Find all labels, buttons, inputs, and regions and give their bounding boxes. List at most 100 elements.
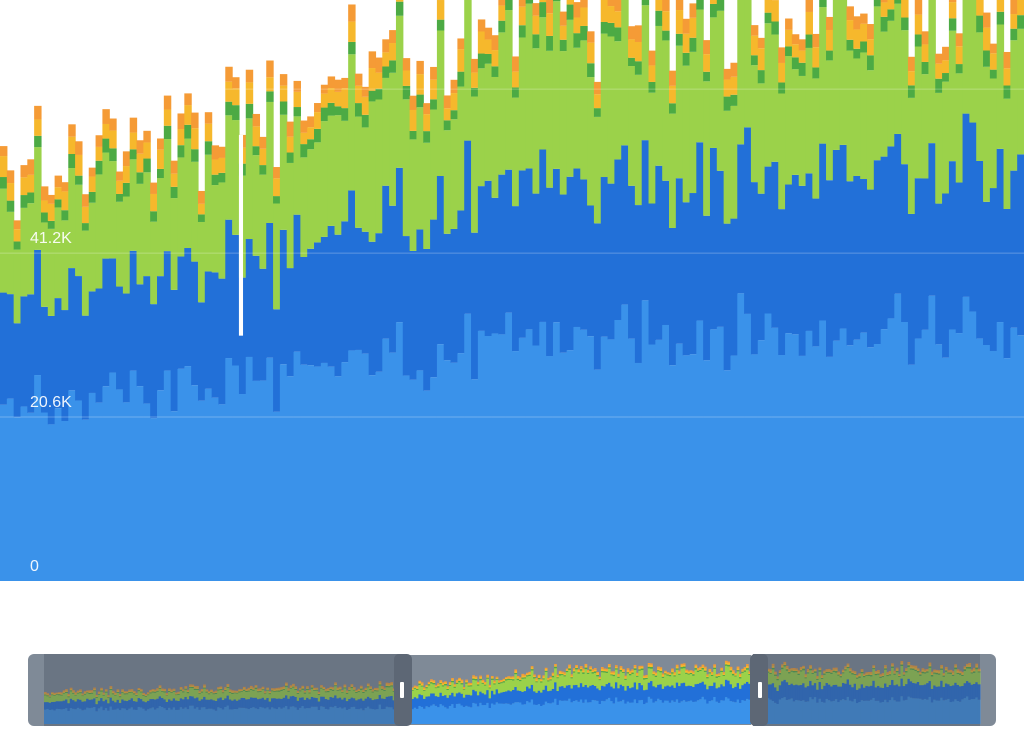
navigator-bar-segment bbox=[540, 692, 543, 706]
area-bar-segment bbox=[423, 131, 431, 143]
navigator-bar-segment bbox=[488, 684, 492, 686]
navigator-bar-segment bbox=[282, 686, 286, 688]
navigator-bar-segment bbox=[776, 680, 780, 691]
navigator-bar-segment bbox=[774, 675, 777, 688]
navigator-bar-segment bbox=[914, 667, 918, 670]
navigator-bar-segment bbox=[643, 704, 646, 724]
navigator-bar-segment bbox=[175, 695, 178, 701]
navigator-bar-segment bbox=[245, 708, 248, 724]
navigator-bar-segment bbox=[186, 699, 190, 710]
navigator-bar-segment bbox=[551, 672, 555, 674]
navigator-bar-segment bbox=[666, 675, 670, 686]
navigator-bar-segment bbox=[441, 686, 445, 696]
area-bar-segment bbox=[361, 353, 370, 581]
navigator-bar-segment bbox=[699, 668, 702, 670]
area-bar-segment bbox=[416, 74, 424, 95]
area-bar-segment bbox=[791, 174, 800, 335]
navigator-bar-segment bbox=[280, 689, 284, 691]
navigator-left-handle[interactable] bbox=[394, 654, 412, 726]
navigator-bar-segment bbox=[191, 685, 195, 687]
range-navigator[interactable] bbox=[0, 640, 1024, 742]
area-bar-segment bbox=[327, 225, 336, 367]
navigator-bar-segment bbox=[481, 680, 485, 683]
area-bar-segment bbox=[805, 0, 813, 12]
area-bar-segment bbox=[532, 3, 540, 16]
area-bar-segment bbox=[6, 398, 15, 581]
navigator-bar-segment bbox=[624, 677, 628, 679]
navigator-bar-segment bbox=[933, 673, 936, 686]
navigator-bar-segment bbox=[212, 692, 216, 694]
navigator-bar-segment bbox=[652, 675, 656, 687]
navigator-bar-segment bbox=[62, 691, 66, 693]
area-bar-segment bbox=[498, 20, 506, 33]
area-bar-segment bbox=[197, 190, 206, 204]
navigator-bar-segment bbox=[963, 698, 967, 724]
navigator-bar-segment bbox=[107, 697, 110, 704]
navigator-bar-segment bbox=[444, 685, 447, 696]
area-bar-segment bbox=[846, 181, 854, 346]
area-bar-segment bbox=[907, 213, 916, 365]
area-bar-segment bbox=[1010, 28, 1018, 41]
area-bar-segment bbox=[416, 107, 424, 230]
navigator-bar-segment bbox=[811, 670, 815, 672]
navigator-bar-segment bbox=[919, 698, 922, 724]
navigator-bar-segment bbox=[474, 677, 478, 679]
navigator-bar-segment bbox=[114, 694, 117, 696]
navigator-bar-segment bbox=[710, 700, 714, 724]
navigator-bar-segment bbox=[589, 702, 592, 724]
navigator-bar-segment bbox=[205, 699, 209, 710]
navigator-bar-segment bbox=[600, 672, 604, 686]
navigator-bar-segment bbox=[673, 675, 677, 677]
navigator-bar-segment bbox=[958, 686, 962, 702]
navigator-bar-segment bbox=[109, 687, 113, 690]
navigator-bar-segment bbox=[921, 669, 925, 672]
navigator-bar-segment bbox=[359, 689, 363, 699]
navigator-bar-segment bbox=[886, 676, 890, 688]
area-bar-segment bbox=[75, 175, 83, 185]
navigator-bar-segment bbox=[530, 670, 534, 685]
navigator-bar-segment bbox=[203, 684, 206, 686]
navigator-bar-segment bbox=[172, 691, 176, 699]
navigator-bar-segment bbox=[713, 697, 716, 724]
navigator-bar-segment bbox=[820, 678, 824, 679]
navigator-bar-segment bbox=[834, 672, 838, 685]
navigator-bar-segment bbox=[937, 673, 941, 675]
area-bar-segment bbox=[0, 292, 8, 405]
navigator-bar-segment bbox=[778, 699, 782, 724]
area-bar-segment bbox=[122, 402, 131, 581]
navigator-bar-segment bbox=[275, 688, 279, 691]
navigator-bar-segment bbox=[380, 698, 384, 710]
area-bar-segment bbox=[279, 74, 288, 86]
navigator-right-handle[interactable] bbox=[750, 654, 768, 726]
navigator-bar-segment bbox=[563, 687, 567, 701]
navigator-bar-segment bbox=[767, 669, 770, 672]
area-bar-segment bbox=[969, 311, 977, 581]
navigator-bar-segment bbox=[650, 663, 653, 665]
navigator-bar-segment bbox=[364, 690, 368, 692]
area-bar-segment bbox=[436, 176, 445, 345]
navigator-bar-segment bbox=[937, 671, 941, 674]
area-bar-segment bbox=[955, 73, 964, 183]
navigator-bar-segment bbox=[621, 671, 625, 673]
navigator-bar-segment bbox=[776, 677, 780, 679]
navigator-bar-segment bbox=[738, 673, 742, 676]
navigator-bar-segment bbox=[203, 696, 206, 708]
navigator-bar-segment bbox=[722, 700, 726, 724]
area-bar-segment bbox=[1003, 208, 1011, 359]
navigator-bar-segment bbox=[224, 687, 227, 689]
navigator-bar-segment bbox=[809, 668, 812, 671]
area-bar-segment bbox=[669, 365, 677, 581]
navigator-bar-segment bbox=[58, 692, 61, 693]
area-bar-segment bbox=[901, 17, 909, 31]
navigator-bar-segment bbox=[345, 701, 349, 710]
navigator-bar-segment bbox=[968, 666, 972, 669]
area-bar-segment bbox=[286, 152, 295, 163]
navigator-bar-segment bbox=[182, 708, 185, 724]
navigator-bar-segment bbox=[182, 689, 185, 691]
area-bar-segment bbox=[791, 34, 800, 45]
navigator-bar-segment bbox=[516, 677, 520, 679]
navigator-bar-segment bbox=[554, 698, 557, 724]
area-bar-segment bbox=[1010, 14, 1018, 29]
area-bar-segment bbox=[157, 390, 165, 581]
navigator-bar-segment bbox=[88, 694, 92, 700]
